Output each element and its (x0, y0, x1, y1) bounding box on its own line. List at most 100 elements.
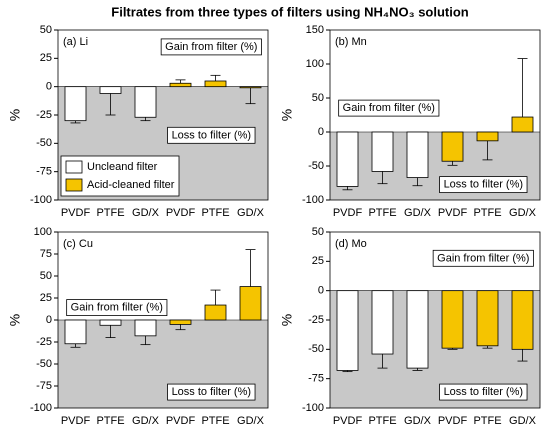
x-tick-label: GD/X (509, 415, 537, 427)
x-tick-label: PTFE (96, 207, 124, 219)
bar (441, 290, 464, 349)
y-tick-label: 50 (40, 270, 52, 282)
y-tick-label: 25 (40, 292, 52, 304)
y-tick-label: 25 (40, 52, 52, 64)
bar (336, 290, 359, 371)
bar (134, 86, 157, 118)
y-tick-label: 25 (312, 255, 324, 267)
annotation-box (439, 383, 528, 401)
bar (169, 319, 192, 325)
annotation-box (432, 249, 534, 267)
annotation-box (439, 176, 528, 194)
x-tick-label: GD/X (404, 415, 432, 427)
bar (204, 80, 227, 88)
annotation: Loss to filter (%) (444, 179, 523, 191)
y-tick-label: 75 (40, 248, 52, 260)
x-tick-label: PVDF (166, 207, 196, 219)
bar (204, 304, 227, 321)
plot-frame (329, 231, 541, 409)
bar (336, 131, 359, 187)
bar (169, 82, 192, 88)
x-tick-label: PVDF (61, 415, 91, 427)
x-tick-label: GD/X (509, 207, 537, 219)
bar (441, 131, 464, 162)
x-tick-label: GD/X (132, 207, 160, 219)
y-tick-label: -100 (30, 402, 52, 414)
annotation: Gain from filter (%) (437, 252, 529, 264)
bar (511, 116, 534, 133)
legend-label: Uncleand filter (87, 161, 158, 173)
annotation: Loss to filter (%) (172, 386, 251, 398)
panel-title: (a) Li (63, 36, 88, 48)
y-tick-label: 0 (318, 126, 324, 138)
annotation-box (66, 299, 168, 316)
y-tick-label: 0 (46, 314, 52, 326)
y-tick-label: 100 (34, 226, 52, 238)
x-tick-label: PTFE (473, 207, 501, 219)
legend-swatch (65, 178, 83, 192)
bar (476, 131, 499, 142)
y-tick-label: 150 (306, 24, 324, 36)
bar (511, 290, 534, 350)
x-tick-label: PVDF (333, 415, 363, 427)
bar (406, 131, 429, 178)
y-tick-label: -75 (36, 166, 52, 178)
plot-frame (57, 231, 269, 409)
y-tick-label: 0 (46, 81, 52, 93)
annotation: Gain from filter (%) (71, 302, 163, 314)
x-tick-label: PVDF (438, 207, 468, 219)
annotation-box (160, 38, 262, 56)
y-tick-label: 50 (40, 24, 52, 36)
panel-title: (c) Cu (63, 238, 93, 250)
bar (99, 86, 122, 94)
x-tick-label: PTFE (201, 207, 229, 219)
x-tick-label: PTFE (368, 207, 396, 219)
bar (99, 319, 122, 326)
y-tick-label: -100 (302, 402, 324, 414)
y-tick-label: -100 (30, 194, 52, 206)
annotation: Gain from filter (%) (343, 102, 435, 114)
y-tick-label: -75 (36, 380, 52, 392)
x-tick-label: PVDF (333, 207, 363, 219)
x-tick-label: PVDF (166, 415, 196, 427)
panel-title: (b) Mn (335, 36, 367, 48)
plot-frame (57, 29, 269, 201)
y-axis-label: % (7, 314, 23, 326)
legend-swatch (65, 160, 83, 174)
legend-label: Acid-cleaned filter (87, 179, 175, 191)
bar (406, 290, 429, 369)
bar (476, 290, 499, 347)
bar (64, 319, 87, 345)
bar (239, 86, 262, 89)
annotation: Gain from filter (%) (165, 41, 257, 53)
y-tick-label: -25 (36, 109, 52, 121)
x-tick-label: PTFE (473, 415, 501, 427)
y-axis-label: % (279, 109, 295, 121)
y-tick-label: 0 (318, 285, 324, 297)
x-tick-label: PTFE (96, 415, 124, 427)
figure-title: Filtrates from three types of filters us… (111, 4, 469, 19)
y-tick-label: -75 (308, 373, 324, 385)
x-tick-label: PTFE (201, 415, 229, 427)
annotation: Loss to filter (%) (444, 386, 523, 398)
x-tick-label: GD/X (237, 415, 265, 427)
bar (371, 290, 394, 355)
x-tick-label: GD/X (404, 207, 432, 219)
bar (239, 286, 262, 321)
x-tick-label: PTFE (368, 415, 396, 427)
annotation: Loss to filter (%) (172, 129, 251, 141)
annotation-box (338, 99, 440, 117)
y-tick-label: 50 (312, 226, 324, 238)
annotation-box (167, 126, 256, 144)
y-tick-label: -100 (302, 194, 324, 206)
y-tick-label: -25 (36, 336, 52, 348)
x-tick-label: PVDF (438, 415, 468, 427)
y-tick-label: -50 (36, 137, 52, 149)
y-tick-label: 50 (312, 92, 324, 104)
x-tick-label: GD/X (237, 207, 265, 219)
annotation-box (167, 383, 256, 401)
y-tick-label: -50 (308, 160, 324, 172)
bar (64, 86, 87, 122)
y-tick-label: -50 (36, 358, 52, 370)
